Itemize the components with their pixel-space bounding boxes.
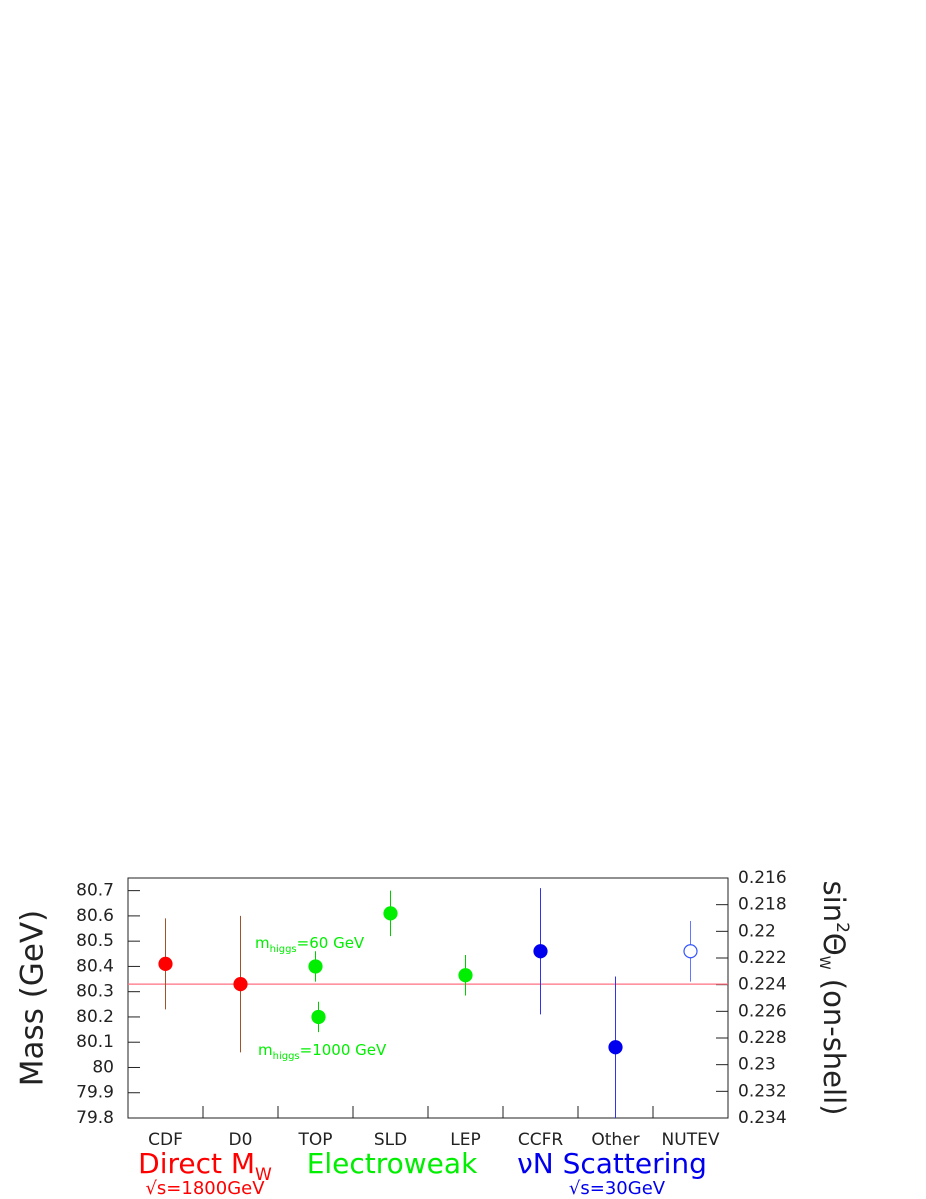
annotation-part: m — [255, 934, 270, 952]
annotation: mhiggs=60 GeV — [255, 934, 365, 955]
group-label-part: νN Scattering — [517, 1147, 707, 1180]
x-tick-label: NUTEV — [662, 1130, 720, 1150]
y-tick-label: 80.5 — [76, 931, 114, 951]
x-tick-label: CCFR — [518, 1130, 564, 1150]
group-energy: √s=30GeV — [569, 1178, 666, 1199]
annotation-part: =1000 GeV — [300, 1041, 387, 1059]
group-label: νN Scattering — [517, 1147, 707, 1180]
annotation-part: m — [258, 1041, 273, 1059]
annotation: mhiggs=1000 GeV — [258, 1041, 387, 1062]
y2-label-part: Θ — [817, 933, 851, 956]
group-label: Direct MW — [138, 1147, 272, 1185]
group-label: Electroweak — [307, 1147, 478, 1180]
data-point — [683, 944, 698, 959]
y2-tick-label: 0.22 — [738, 921, 776, 941]
x-tick-label: LEP — [450, 1130, 480, 1150]
data-point — [383, 906, 398, 921]
y2-tick-label: 0.226 — [738, 1001, 787, 1021]
y-tick-label: 80.7 — [76, 881, 114, 901]
y-tick-label: 80.2 — [76, 1007, 114, 1027]
y-tick-label: 79.8 — [76, 1108, 114, 1128]
y-tick-label: 79.9 — [76, 1083, 114, 1103]
group-label-part: Direct M — [138, 1147, 255, 1180]
y-tick-label: 80.6 — [76, 906, 114, 926]
annotation-part: higgs — [273, 1051, 300, 1062]
x-tick-label: D0 — [229, 1130, 253, 1150]
group-label-part: Electroweak — [307, 1147, 478, 1180]
data-point — [458, 968, 473, 983]
x-tick-label: CDF — [148, 1130, 183, 1150]
y-tick-label: 80 — [92, 1057, 114, 1077]
y2-tick-label: 0.228 — [738, 1028, 787, 1048]
annotation-part: =60 GeV — [297, 934, 365, 952]
y-tick-label: 80.4 — [76, 956, 114, 976]
data-point — [311, 1009, 326, 1025]
data-point — [158, 956, 173, 971]
y-axis-label: Mass (GeV) — [15, 910, 51, 1086]
y2-tick-label: 0.232 — [738, 1081, 787, 1101]
y2-tick-label: 0.224 — [738, 975, 787, 995]
x-tick-label: TOP — [297, 1130, 332, 1150]
data-point — [308, 959, 323, 974]
y-tick-label: 80.3 — [76, 982, 114, 1002]
y2-axis-label: sin2ΘW (on-shell) — [816, 881, 852, 1116]
y2-tick-label: 0.222 — [738, 948, 787, 968]
data-point — [608, 1040, 623, 1055]
plot-frame — [127, 877, 729, 1119]
y2-label-part: (on-shell) — [817, 970, 851, 1116]
y2-label-part: 2 — [832, 922, 852, 933]
y2-tick-label: 0.234 — [738, 1108, 787, 1128]
y-tick-label: 80.1 — [76, 1032, 114, 1052]
y2-tick-label: 0.23 — [738, 1055, 776, 1075]
annotation-part: higgs — [270, 944, 297, 955]
y2-label-part: W — [816, 956, 832, 970]
y2-tick-label: 0.216 — [738, 868, 787, 888]
y2-tick-label: 0.218 — [738, 895, 787, 915]
data-point — [533, 944, 548, 959]
x-tick-label: Other — [591, 1130, 639, 1150]
group-energy: √s=1800GeV — [145, 1178, 265, 1199]
y2-label-part: sin — [817, 881, 851, 923]
group-label-part: W — [255, 1165, 272, 1185]
data-point — [233, 977, 248, 992]
x-tick-label: SLD — [374, 1130, 407, 1150]
